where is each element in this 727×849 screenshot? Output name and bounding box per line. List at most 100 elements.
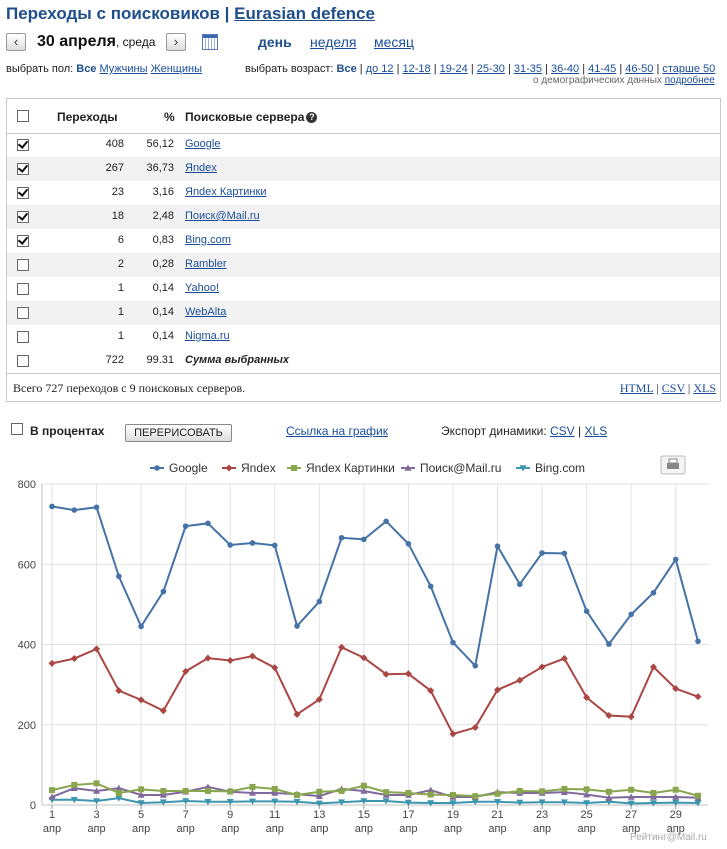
row-server-link[interactable]: Яndex Картинки [185,186,267,198]
current-date: 30 апреля, среда [37,33,155,51]
x-tick-label: 9 [227,809,233,821]
row-checkbox[interactable] [17,283,29,295]
gender-male[interactable]: Мужчины [99,63,148,75]
age-opt[interactable]: 19-24 [439,63,468,75]
export-csv[interactable]: CSV [661,381,685,395]
age-opt[interactable]: 25-30 [476,63,505,75]
row-checkbox[interactable] [17,259,29,271]
row-server-link[interactable]: Nigma.ru [185,330,230,342]
age-opt[interactable]: 41-45 [588,63,617,75]
export-sep: | [656,381,659,395]
x-tick-label: 19 [447,809,459,821]
data-point [627,800,635,807]
row-server-link[interactable]: Yahoo! [185,282,220,294]
data-point [271,542,278,549]
page-title: Переходы с поисковиков | Eurasian defenc… [6,4,375,24]
help-icon[interactable]: ? [306,112,318,123]
export-html[interactable]: HTML [619,381,654,395]
data-point [93,780,100,787]
x-tick-label: 27 [625,809,637,821]
data-point [405,540,412,547]
table-header: Переходы % Поисковые сервера? [7,99,720,134]
percent-checkbox[interactable] [11,423,23,435]
data-point [115,789,122,796]
x-tick-label: 1 [49,809,55,821]
data-point [449,791,456,798]
data-point [583,693,591,701]
data-point [627,793,635,800]
data-point [294,791,301,798]
print-icon[interactable] [660,455,686,475]
row-checkbox[interactable] [17,307,29,319]
row-count: 18 [111,210,124,222]
row-server-link[interactable]: Поиск@Mail.ru [185,210,260,222]
data-point [649,793,657,800]
data-point [650,789,657,796]
dynamics-csv[interactable]: CSV [550,424,575,438]
age-opt[interactable]: старше 50 [662,63,716,75]
period-week[interactable]: неделя [310,34,357,50]
age-opt[interactable]: 46-50 [625,63,654,75]
row-checkbox[interactable] [17,211,29,223]
x-tick-label: 29 [670,809,682,821]
data-point [160,588,167,595]
prev-day-button[interactable]: ‹ [6,33,26,51]
calendar-icon[interactable] [202,34,218,50]
row-checkbox[interactable] [17,139,29,151]
gender-female[interactable]: Женщины [150,63,202,75]
x-tick-label: 25 [580,809,592,821]
age-opt[interactable]: 12-18 [402,63,431,75]
data-point [405,789,412,796]
chart-link[interactable]: Ссылка на график [286,424,388,438]
sum-checkbox[interactable] [17,355,29,367]
data-point [227,788,234,795]
data-point [159,791,167,798]
select-all-checkbox[interactable] [17,110,29,122]
data-point [672,685,680,693]
data-point [70,796,78,804]
x-tick-sublabel: апр [488,823,506,835]
table-row: 1 0,14 WebAlta [7,301,720,325]
legend-label: Google [169,461,208,475]
header-server: Поисковые сервера? [185,110,318,124]
data-point [583,791,591,798]
row-checkbox[interactable] [17,331,29,343]
site-link[interactable]: Eurasian defence [234,4,375,23]
age-label: выбрать возраст: [245,63,334,75]
data-point [316,598,323,605]
data-point [561,550,568,557]
redraw-button[interactable]: ПЕРЕРИСОВАТЬ [125,424,232,442]
export-xls[interactable]: XLS [693,381,716,395]
data-point [138,786,145,793]
age-opt[interactable]: 36-40 [551,63,580,75]
next-day-button[interactable]: › [166,33,186,51]
data-point [471,798,479,806]
row-server-link[interactable]: Rambler [185,258,227,270]
data-point [204,787,211,794]
period-month[interactable]: месяц [374,34,415,50]
gender-all[interactable]: Все [76,63,97,75]
row-checkbox[interactable] [17,235,29,247]
dynamics-xls[interactable]: XLS [584,424,608,438]
data-point [294,623,300,629]
data-point [494,798,502,806]
row-checkbox[interactable] [17,187,29,199]
data-point [338,787,345,794]
row-checkbox[interactable] [17,163,29,175]
row-server-link[interactable]: WebAlta [185,306,227,318]
legend-label: Яndex Картинки [306,461,395,475]
age-opt[interactable]: 31-35 [513,63,543,75]
row-server-link[interactable]: Google [185,138,221,150]
row-server-link[interactable]: Bing.com [185,234,231,246]
row-server-link[interactable]: Яndex [185,162,217,174]
table-row: 267 36,73 Яndex [7,157,720,181]
x-tick-label: 5 [138,809,144,821]
data-point [116,573,122,580]
age-opt[interactable]: до 12 [365,63,394,75]
sum-label: Сумма выбранных [185,354,289,366]
demographics-link[interactable]: подробнее [664,75,715,86]
sum-count: 722 [105,354,124,366]
period-day[interactable]: день [258,34,292,50]
age-all[interactable]: Все [336,63,357,75]
data-point [605,712,613,720]
